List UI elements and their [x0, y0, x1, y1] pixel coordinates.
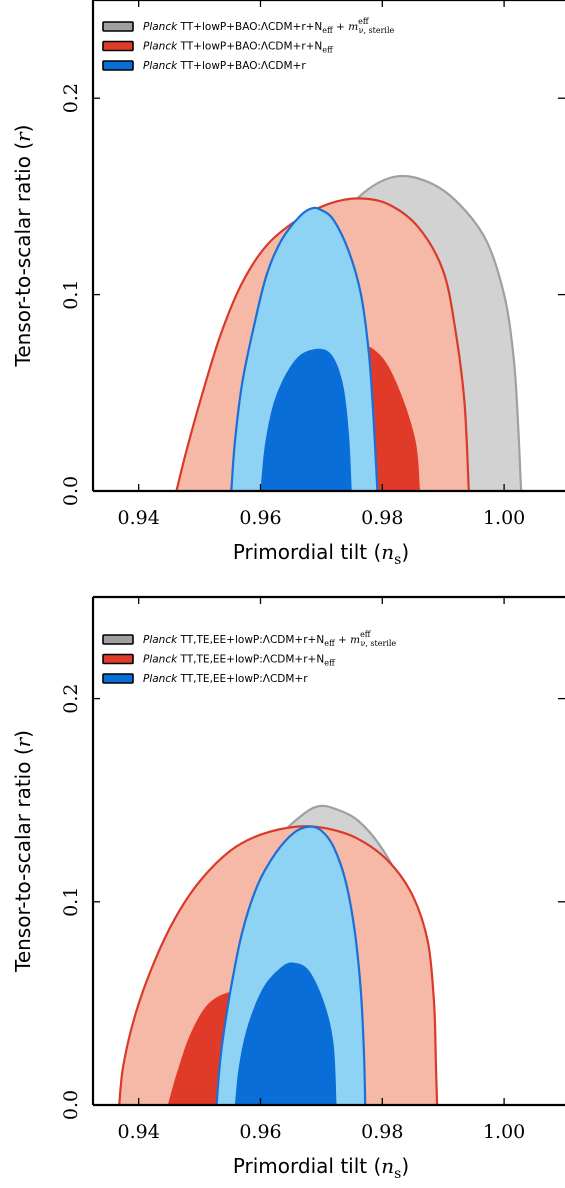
y-tick-label: 0.2 [60, 683, 82, 713]
x-tick-label: 0.98 [361, 507, 403, 529]
contour-base-68 [260, 348, 352, 491]
chart-top: 0.94 0.96 0.98 1.00 0.0 0.1 0.2 Primordial tilt… [11, 0, 565, 568]
legend-entry: Planck TT+lowP+BAO:ΛCDM+r [143, 60, 306, 72]
x-tick-label: 0.96 [239, 507, 281, 529]
y-axis-label: Tensor-to-scalar ratio (r) [11, 730, 35, 973]
x-tick-label: 0.94 [118, 507, 160, 529]
legend-entry: Planck TT+lowP+BAO:ΛCDM+r+Neff + meff ν, … [143, 17, 395, 35]
legend: Planck TT,TE,EE+lowP:ΛCDM+r+Neff + meff ν… [102, 630, 396, 685]
legend-entry: Planck TT,TE,EE+lowP:ΛCDM+r+Neff [143, 654, 336, 668]
x-tick-label: 1.00 [483, 1121, 525, 1143]
legend-entry: Planck TT+lowP+BAO:ΛCDM+r+Neff [143, 41, 334, 55]
x-tick-label: 0.98 [361, 1121, 403, 1143]
legend-swatch [102, 653, 134, 665]
legend-entry: Planck TT,TE,EE+lowP:ΛCDM+r+Neff + meff ν… [143, 630, 396, 648]
plot-area [118, 804, 439, 1105]
y-tick-label: 0.1 [60, 887, 82, 917]
y-tick-label: 0.1 [60, 279, 82, 309]
legend: Planck TT+lowP+BAO:ΛCDM+r+Neff + meff ν, … [102, 17, 395, 72]
contour-neff-outline [118, 825, 439, 1105]
y-tick-label: 0.0 [60, 476, 82, 506]
x-tick-label: 0.94 [118, 1121, 160, 1143]
x-tick-label: 0.96 [239, 1121, 281, 1143]
legend-entry: Planck TT,TE,EE+lowP:ΛCDM+r [143, 673, 308, 685]
plot-area [175, 174, 523, 491]
x-tick-label: 1.00 [483, 507, 525, 529]
contour-base-68 [234, 962, 337, 1105]
chart-bottom: 0.94 0.96 0.98 1.00 0.0 0.1 0.2 Primordial tilt… [11, 595, 565, 1182]
legend-swatch [102, 673, 134, 684]
y-tick-label: 0.2 [60, 83, 82, 113]
contour-neff-outline [175, 197, 470, 491]
legend-swatch [102, 60, 134, 71]
y-tick-label: 0.0 [60, 1090, 82, 1120]
x-axis-label: Primordial tilt (ns) [233, 1154, 409, 1182]
x-axis-label: Primordial tilt (ns) [233, 540, 409, 568]
legend-swatch [102, 40, 134, 52]
legend-swatch [102, 634, 134, 645]
contour-base-outline [230, 206, 379, 491]
legend-swatch [102, 21, 134, 32]
contour-base-outline [215, 825, 367, 1105]
y-axis-label: Tensor-to-scalar ratio (r) [11, 125, 35, 368]
